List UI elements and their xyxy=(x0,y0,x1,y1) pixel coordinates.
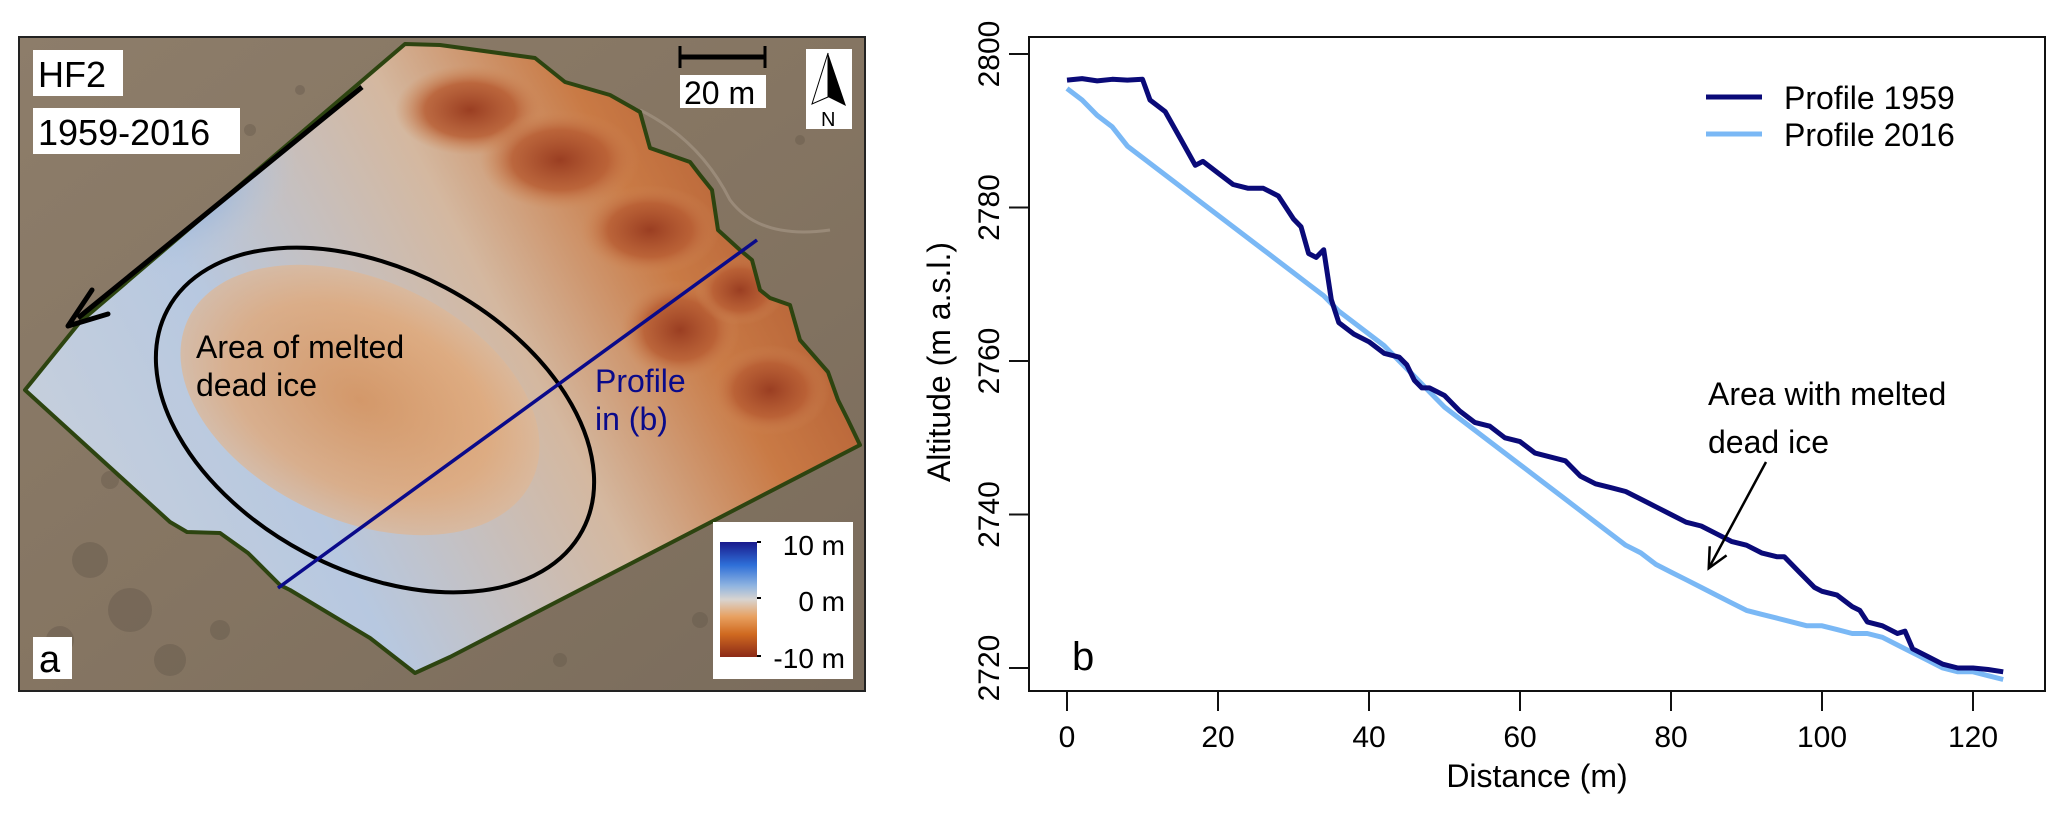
ground-track xyxy=(639,108,831,234)
series-line-profile-2016 xyxy=(1065,86,2004,682)
period-label: 1959-2016 xyxy=(38,112,210,153)
annotation-line2: dead ice xyxy=(1708,424,1829,460)
ellipse-label-line1: Area of melted xyxy=(196,329,404,365)
scale-bar-label: 20 m xyxy=(684,75,755,111)
x-axis-label: Distance (m) xyxy=(1446,758,1627,794)
y-tick-label: 2720 xyxy=(973,635,1006,702)
annotation-line1: Area with melted xyxy=(1708,376,1946,412)
flow-direction-arrow xyxy=(65,85,364,329)
panel-letter-a: a xyxy=(39,639,61,681)
north-label: N xyxy=(821,109,835,131)
x-tick-label: 20 xyxy=(1201,721,1234,754)
site-label-box xyxy=(33,50,123,96)
x-tick-label: 0 xyxy=(1059,721,1076,754)
y-axis: 2720 2740 2760 2780 2800 xyxy=(973,21,1029,702)
map-panel: HF2 1959-2016 20 m N Area of melted dead… xyxy=(18,36,866,692)
scale-bar: 20 m xyxy=(678,46,767,111)
panel-letter-box xyxy=(33,637,72,679)
panel-letter-b: b xyxy=(1072,635,1094,679)
site-label: HF2 xyxy=(38,54,106,95)
ellipse-label-line2: dead ice xyxy=(196,367,317,403)
series-line-profile-1959 xyxy=(1066,76,2004,675)
y-tick-label: 2780 xyxy=(973,174,1006,241)
colorbar-tick-min: -10 m xyxy=(773,643,845,674)
profile-label-line1: Profile xyxy=(595,363,686,399)
x-axis: 0 20 40 60 80 100 120 xyxy=(1059,691,1998,754)
period-label-box xyxy=(33,108,240,154)
y-tick-label: 2760 xyxy=(973,328,1006,395)
colorbar xyxy=(720,542,757,657)
annotation-arrow xyxy=(1707,461,1768,571)
x-tick-label: 120 xyxy=(1948,721,1998,754)
plot-box xyxy=(1028,36,2046,692)
melted-dead-ice-ellipse xyxy=(153,245,597,595)
ground-texture xyxy=(46,85,805,676)
legend-label-2016: Profile 2016 xyxy=(1784,117,1955,153)
x-tick-label: 40 xyxy=(1352,721,1385,754)
map-frame xyxy=(18,36,866,692)
north-arrow-icon: N xyxy=(806,49,852,131)
x-tick-label: 100 xyxy=(1797,721,1847,754)
x-tick-label: 60 xyxy=(1503,721,1536,754)
y-axis-label: Altitude (m a.s.l.) xyxy=(921,242,957,482)
study-area-outline xyxy=(23,42,862,675)
profile-label-line2: in (b) xyxy=(595,401,668,437)
y-tick-label: 2800 xyxy=(973,21,1006,88)
colorbar-tick-zero: 0 m xyxy=(798,586,845,617)
profile-line xyxy=(276,238,759,590)
colorbar-tick-max: 10 m xyxy=(783,530,845,561)
x-tick-label: 80 xyxy=(1654,721,1687,754)
y-tick-label: 2740 xyxy=(973,481,1006,548)
legend: Profile 1959 Profile 2016 xyxy=(1706,80,1955,153)
colorbar-legend: 10 m 0 m -10 m xyxy=(713,522,853,679)
legend-label-1959: Profile 1959 xyxy=(1784,80,1955,116)
